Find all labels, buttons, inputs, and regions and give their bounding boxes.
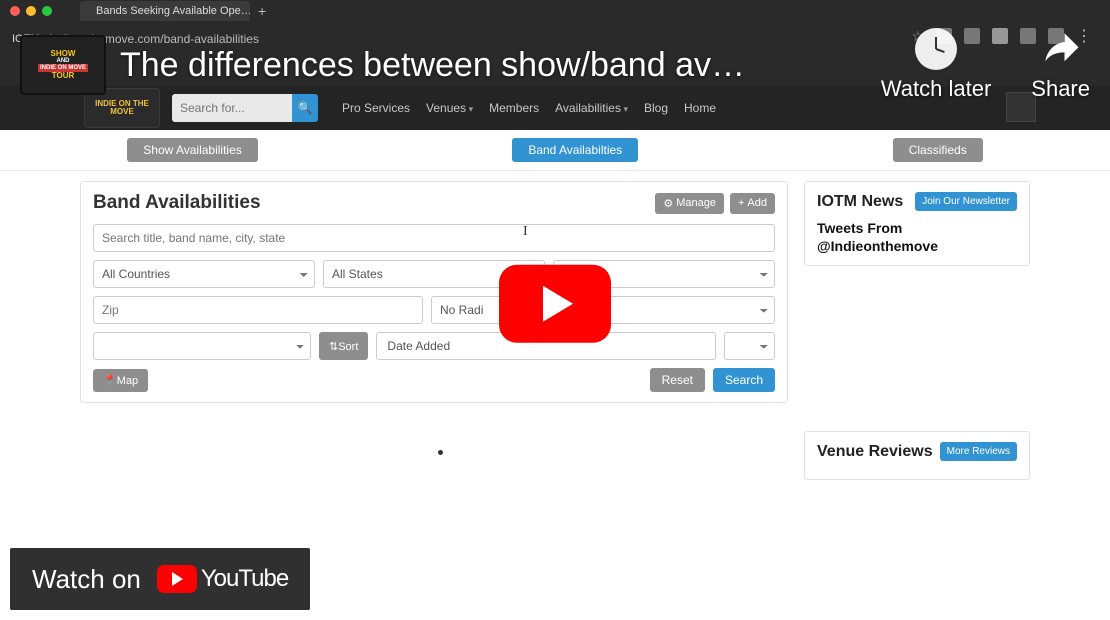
countries-select[interactable]: All Countries: [93, 260, 315, 288]
pill-classifieds[interactable]: Classifieds: [893, 138, 983, 162]
venue-reviews-panel: Venue Reviews More Reviews: [804, 431, 1030, 480]
extension-icon[interactable]: [1020, 28, 1036, 44]
nav-availabilities[interactable]: Availabilities: [555, 101, 628, 115]
nav-blog[interactable]: Blog: [644, 101, 668, 115]
extension-icon[interactable]: [936, 28, 952, 44]
site-logo[interactable]: INDIE ON THE MOVE: [84, 88, 160, 128]
panel-title: Band Availabilities: [93, 192, 261, 214]
subnav-pills: Show Availabilities Band Availabilties C…: [0, 130, 1110, 171]
map-label: Map: [117, 375, 138, 387]
tweets-line2: @Indieonthemove: [817, 238, 938, 254]
pill-band-availabilities[interactable]: Band Availabilties: [512, 138, 638, 162]
search-icon: 🔍: [298, 101, 313, 115]
browser-chrome: Bands Seeking Available Ope… × + IOTM in…: [0, 0, 1110, 56]
bookmark-iotm[interactable]: IOTM: [12, 33, 40, 45]
play-icon: [543, 286, 573, 322]
tab-bar: Bands Seeking Available Ope… × +: [80, 0, 266, 22]
youtube-badge-icon: [157, 565, 197, 593]
chrome-menu-icon[interactable]: ⋮: [1076, 26, 1092, 46]
search-button[interactable]: Search: [713, 368, 775, 392]
extension-icon[interactable]: [964, 28, 980, 44]
sort-label: Sort: [338, 341, 358, 353]
text-cursor-icon: I: [523, 224, 528, 240]
tab-title: Bands Seeking Available Ope…: [96, 5, 250, 17]
window-controls: [10, 6, 52, 16]
site-navbar: INDIE ON THE MOVE 🔍 Pro Services Venues …: [0, 86, 1110, 130]
sort-button[interactable]: ⇅Sort: [319, 332, 368, 360]
logo-text: INDIE ON THE MOVE: [85, 100, 159, 116]
chrome-toolbar-right: ☆ ⋮: [911, 26, 1092, 46]
map-button[interactable]: 📍Map: [93, 369, 148, 392]
add-label: Add: [747, 197, 767, 209]
nav-pro-services[interactable]: Pro Services: [342, 101, 410, 115]
nav-search: 🔍: [172, 94, 318, 122]
nav-members[interactable]: Members: [489, 101, 539, 115]
manage-button[interactable]: ⚙Manage: [655, 193, 724, 214]
join-newsletter-button[interactable]: Join Our Newsletter: [915, 192, 1017, 211]
watch-on-youtube-button[interactable]: Watch on YouTube: [10, 548, 310, 610]
bookmark-star-icon[interactable]: ☆: [911, 28, 924, 45]
pin-icon: 📍: [103, 375, 117, 387]
url-text[interactable]: indieonthemove.com/band-availabilities: [50, 32, 259, 46]
minimize-window-icon[interactable]: [26, 6, 36, 16]
blank-select-2[interactable]: [724, 332, 775, 360]
youtube-play-button[interactable]: [499, 265, 611, 343]
add-button[interactable]: +Add: [730, 193, 775, 214]
extension-icon[interactable]: [992, 28, 1008, 44]
gear-icon: ⚙: [663, 197, 673, 210]
nav-home[interactable]: Home: [684, 101, 716, 115]
cursor-dot: [438, 450, 443, 455]
user-avatar[interactable]: [1006, 92, 1036, 122]
zip-input[interactable]: [93, 296, 423, 324]
watch-on-label: Watch on: [32, 564, 141, 595]
new-tab-icon[interactable]: +: [258, 3, 266, 19]
youtube-logo: YouTube: [157, 565, 288, 593]
blank-select-1[interactable]: [93, 332, 311, 360]
browser-tab[interactable]: Bands Seeking Available Ope… ×: [80, 1, 250, 21]
maximize-window-icon[interactable]: [42, 6, 52, 16]
extension-icon[interactable]: [1048, 28, 1064, 44]
tweets-heading: Tweets From @Indieonthemove: [817, 219, 1017, 255]
band-availabilities-panel: Band Availabilities ⚙Manage +Add All Cou…: [80, 181, 788, 403]
close-window-icon[interactable]: [10, 6, 20, 16]
nav-search-button[interactable]: 🔍: [292, 94, 318, 122]
pill-show-availabilities[interactable]: Show Availabilities: [127, 138, 258, 162]
nav-links: Pro Services Venues Members Availabiliti…: [342, 101, 716, 115]
plus-icon: +: [738, 197, 744, 209]
manage-label: Manage: [676, 197, 716, 209]
youtube-word: YouTube: [201, 565, 288, 593]
iotm-news-panel: IOTM News Join Our Newsletter Tweets Fro…: [804, 181, 1030, 266]
nav-search-input[interactable]: [172, 94, 292, 122]
search-title-input[interactable]: [93, 224, 775, 252]
tweets-line1: Tweets From: [817, 220, 902, 236]
more-reviews-button[interactable]: More Reviews: [940, 442, 1017, 461]
bookmarks-bar: [0, 56, 1110, 86]
reset-button[interactable]: Reset: [650, 368, 705, 392]
reviews-title: Venue Reviews: [817, 443, 933, 461]
nav-venues[interactable]: Venues: [426, 101, 473, 115]
news-title: IOTM News: [817, 193, 903, 211]
